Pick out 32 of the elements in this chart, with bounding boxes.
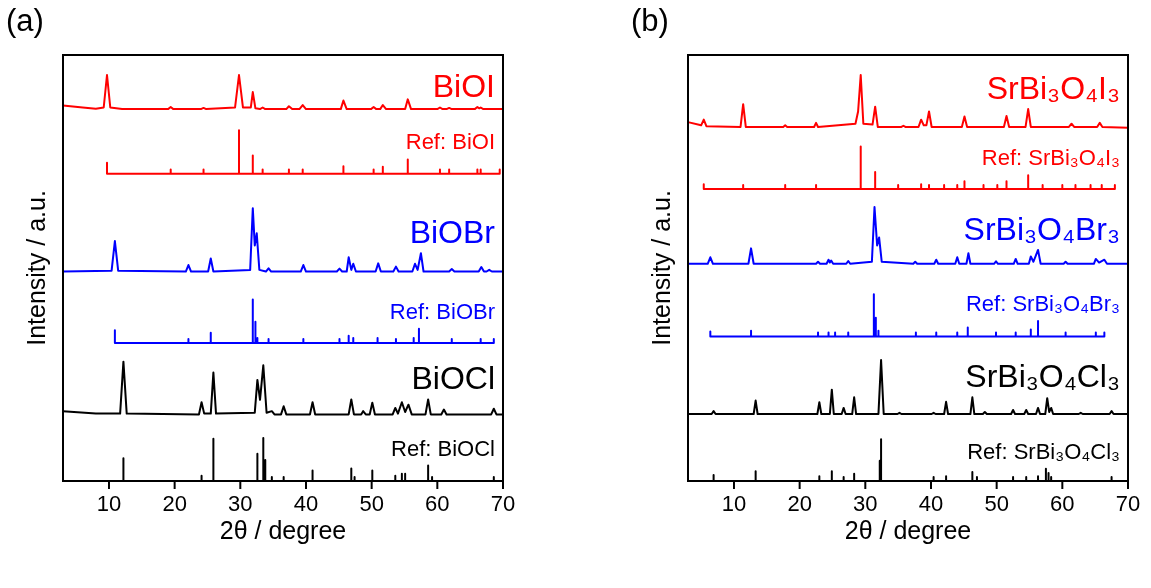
- chart-title: (a): [6, 3, 44, 38]
- x-tick-label: 10: [721, 491, 747, 516]
- x-tick-label: 20: [787, 491, 812, 516]
- series-label: BiOI: [432, 68, 495, 105]
- x-tick-label: 70: [1115, 491, 1141, 516]
- x-tick-label: 50: [984, 491, 1009, 516]
- y-axis-title: Intensity / a.u.: [647, 190, 675, 346]
- series-label: Ref: BiOCl: [391, 435, 495, 461]
- x-tick-label: 40: [293, 491, 319, 516]
- x-tick-label: 30: [228, 491, 253, 516]
- series-label: Ref: BiOI: [405, 129, 495, 155]
- series-label: SrBi₃O₄Cl₃: [965, 358, 1120, 395]
- chart-title: (b): [631, 3, 669, 38]
- series-label: BiOBr: [409, 214, 496, 251]
- x-axis-title: 2θ / degree: [219, 516, 347, 544]
- x-tick-label: 30: [853, 491, 878, 516]
- series-label: Ref: BiOBr: [389, 298, 495, 324]
- series-label: BiOCl: [411, 360, 495, 397]
- y-axis-title: Intensity / a.u.: [22, 190, 50, 346]
- x-tick-label: 20: [162, 491, 187, 516]
- series-label: Ref: SrBi₃O₄Br₃: [965, 291, 1120, 317]
- x-axis-title: 2θ / degree: [844, 516, 972, 544]
- x-tick-label: 60: [425, 491, 450, 516]
- x-tick-label: 40: [918, 491, 944, 516]
- x-tick-label: 70: [490, 491, 516, 516]
- x-tick-label: 60: [1050, 491, 1075, 516]
- series-label: Ref: SrBi₃O₄I₃: [981, 145, 1120, 171]
- x-tick-label: 50: [359, 491, 384, 516]
- series-label: Ref: SrBi₃O₄Cl₃: [967, 438, 1120, 464]
- x-tick-label: 10: [96, 491, 122, 516]
- series-label: SrBi₃O₄Br₃: [963, 210, 1120, 247]
- series-label: SrBi₃O₄I₃: [986, 70, 1120, 107]
